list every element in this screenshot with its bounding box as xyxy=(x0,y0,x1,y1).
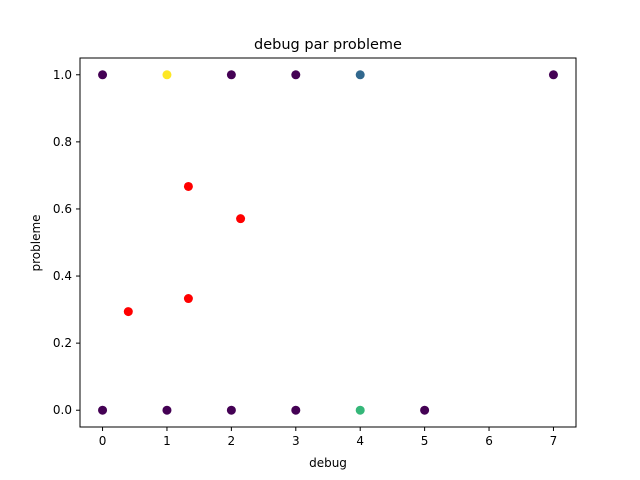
chart-title: debug par probleme xyxy=(254,37,402,53)
data-point xyxy=(183,181,193,191)
x-tick-label: 7 xyxy=(550,434,558,448)
data-point xyxy=(291,405,301,415)
data-point xyxy=(162,70,172,80)
data-point xyxy=(98,405,108,415)
y-axis-label: probleme xyxy=(29,214,43,271)
x-tick-label: 6 xyxy=(485,434,493,448)
x-tick-label: 1 xyxy=(163,434,171,448)
x-tick-label: 3 xyxy=(292,434,300,448)
data-point xyxy=(183,294,193,304)
plot-frame xyxy=(79,57,577,428)
data-point xyxy=(420,405,430,415)
y-tick-label: 0.6 xyxy=(53,202,72,216)
data-point xyxy=(355,70,365,80)
data-point xyxy=(236,214,246,224)
y-tick-label: 0.0 xyxy=(53,403,72,417)
y-tick-label: 0.8 xyxy=(53,135,72,149)
data-point xyxy=(355,405,365,415)
data-point xyxy=(162,405,172,415)
data-point xyxy=(123,307,133,317)
data-point xyxy=(291,70,301,80)
y-tick-label: 1.0 xyxy=(53,68,72,82)
y-tick-label: 0.4 xyxy=(53,269,72,283)
x-axis-label: debug xyxy=(309,456,347,470)
x-tick-label: 5 xyxy=(421,434,429,448)
data-point xyxy=(226,70,236,80)
x-tick-label: 4 xyxy=(356,434,364,448)
data-point xyxy=(548,70,558,80)
x-tick-label: 0 xyxy=(99,434,107,448)
y-tick-label: 0.2 xyxy=(53,336,72,350)
data-point xyxy=(226,405,236,415)
x-tick-label: 2 xyxy=(228,434,236,448)
points-layer xyxy=(98,70,558,415)
data-point xyxy=(98,70,108,80)
ticks-layer: 0 1 2 3 4 5 6 7 0.0 0.2 0.4 0.6 0.8 1.0 xyxy=(53,68,557,448)
